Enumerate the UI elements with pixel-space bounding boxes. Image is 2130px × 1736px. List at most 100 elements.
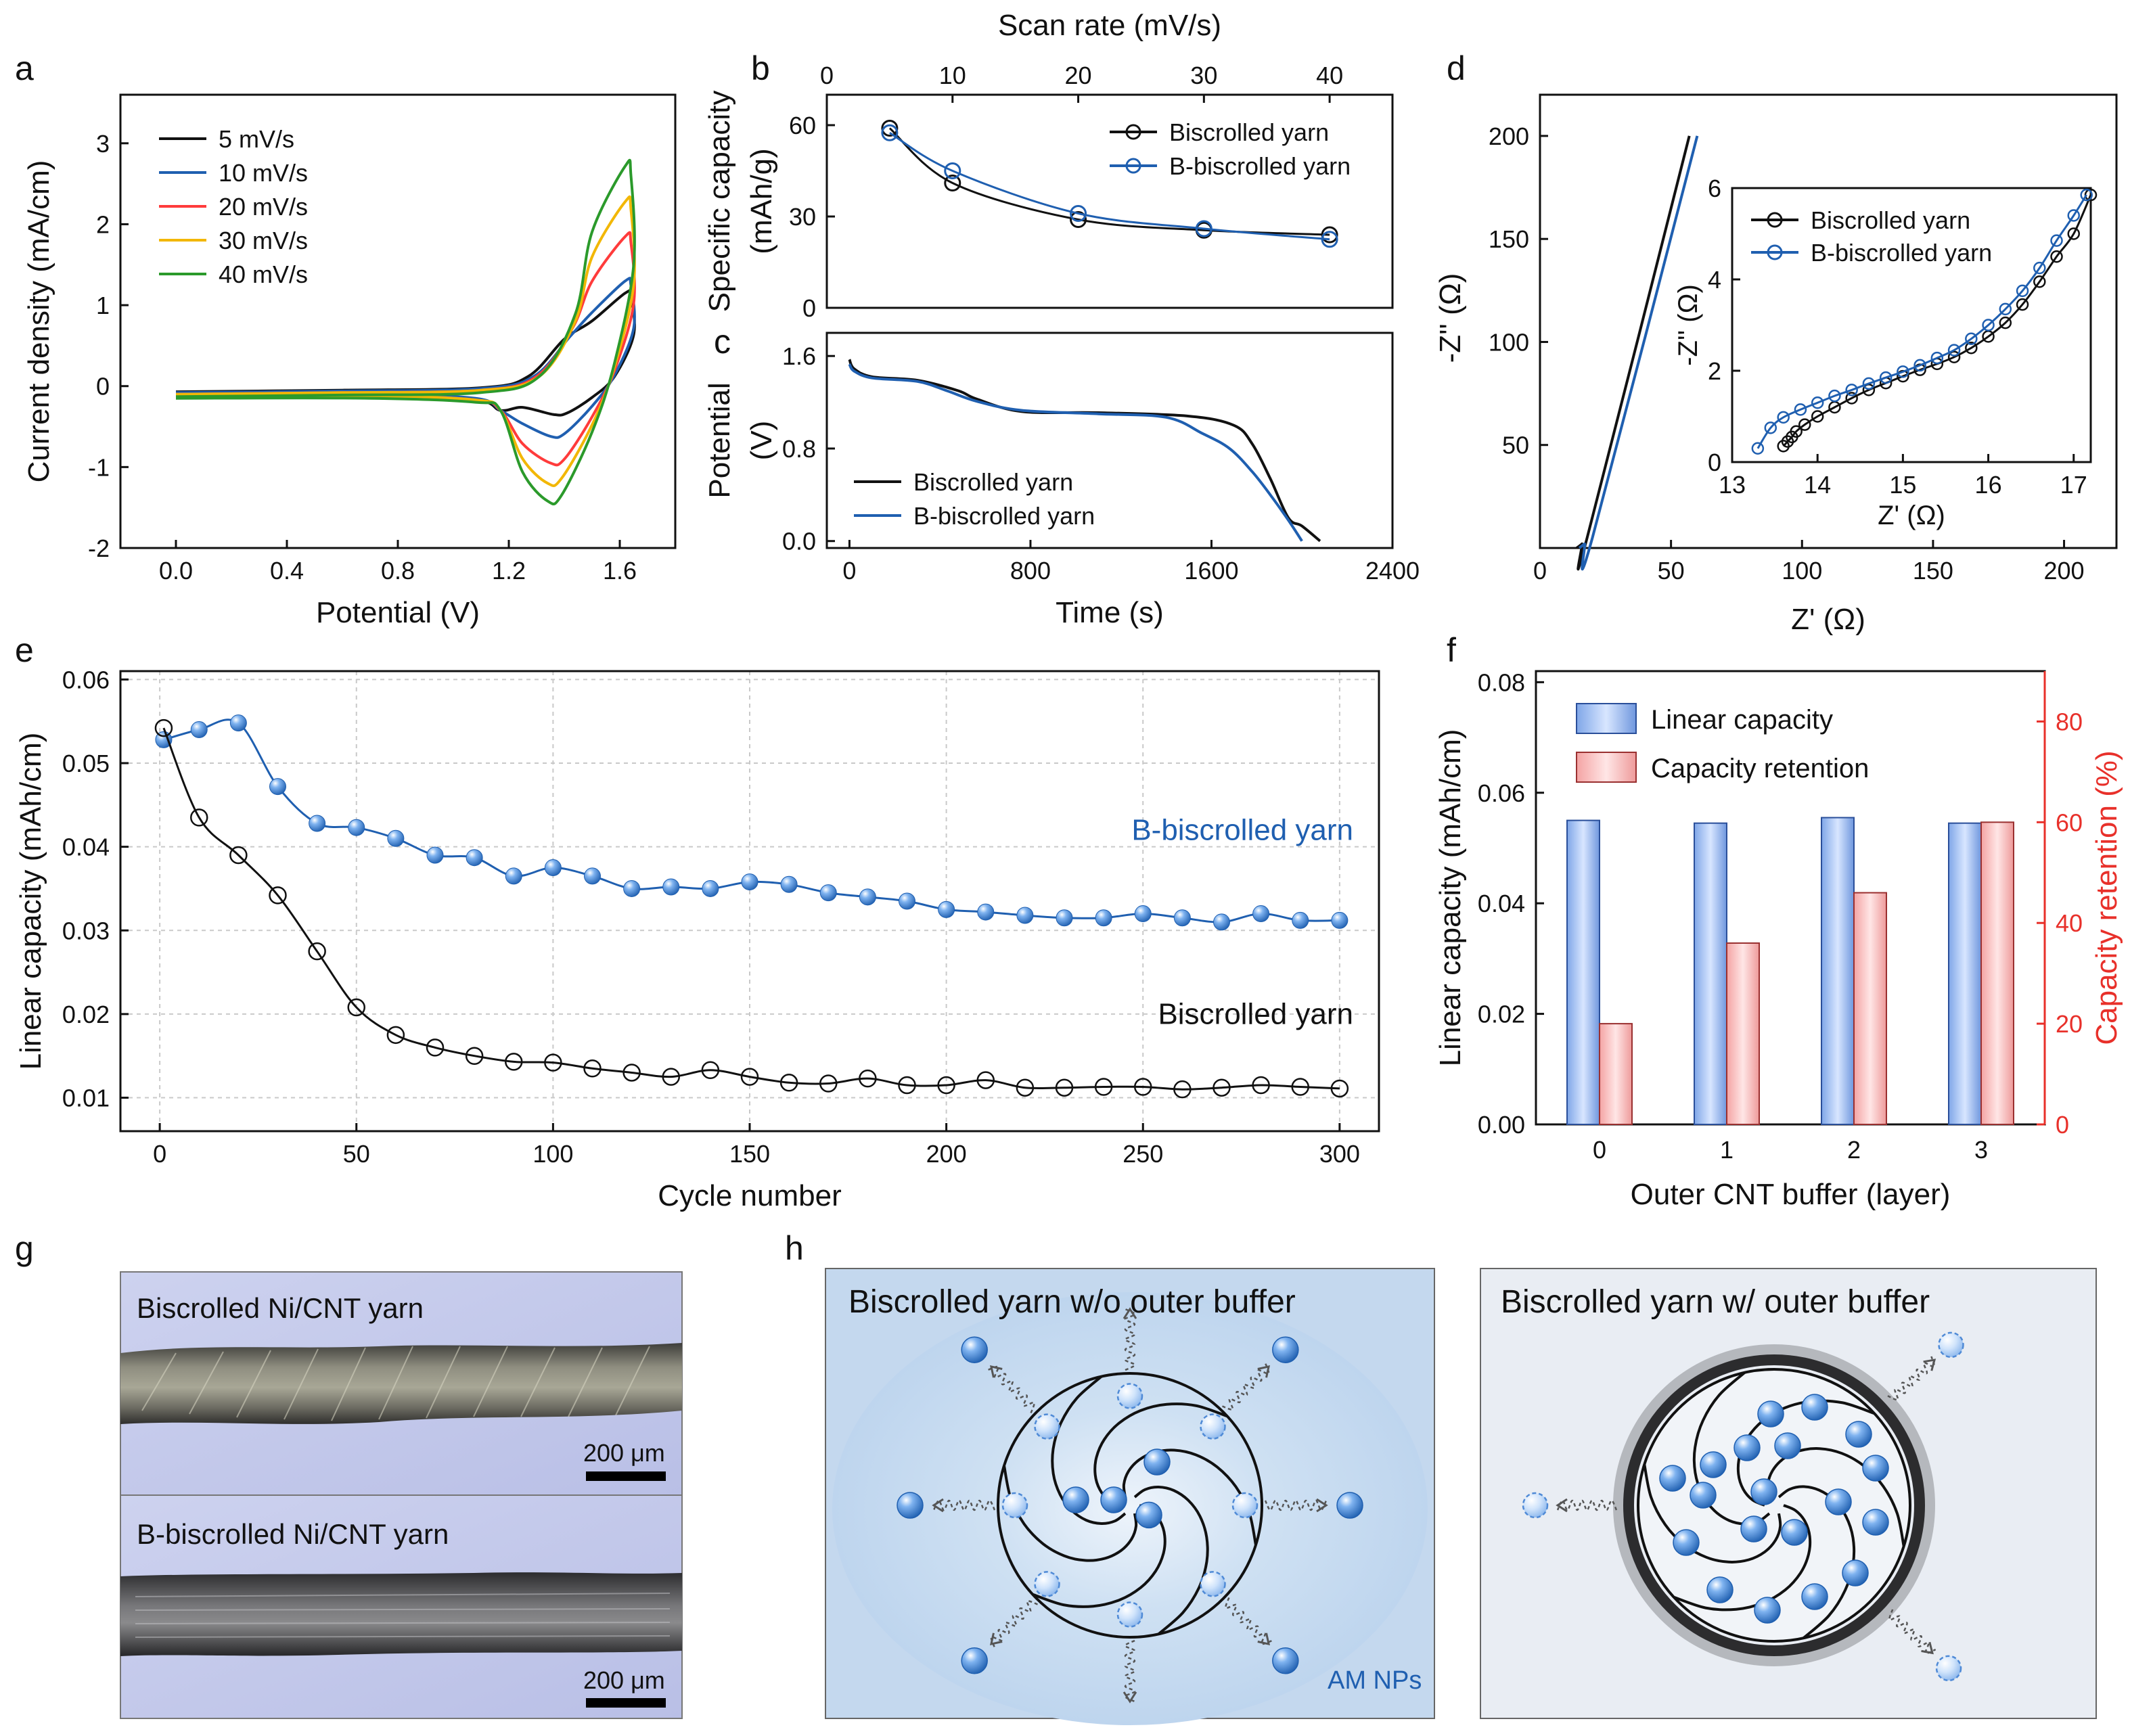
chart-f-ytick-label: 0.06 bbox=[1478, 779, 1525, 807]
yarn-cross-section-right bbox=[1522, 1331, 1964, 1682]
left-spiral-arm bbox=[1093, 1402, 1228, 1507]
chart-e-series-1-point bbox=[1016, 1078, 1035, 1097]
chart-f-right-ytick-label: 80 bbox=[2056, 708, 2083, 735]
chart-d-ytick-label: 200 bbox=[1489, 122, 1529, 150]
chart-e-series-1-point bbox=[190, 808, 208, 827]
chart-d-ytick-label: 100 bbox=[1489, 328, 1529, 356]
chart-e-xtick-label: 250 bbox=[1123, 1140, 1163, 1168]
scale-bottom-label: 200 μm bbox=[583, 1666, 665, 1694]
chart-d-inset-xtick-label: 17 bbox=[2060, 471, 2087, 499]
chart-e-series-0-point bbox=[1292, 911, 1309, 929]
chart-d-inset-series-1-point bbox=[1897, 365, 1909, 378]
chart-d-inset-ytick-label: 4 bbox=[1708, 266, 1721, 294]
chart-e-series-1-point bbox=[662, 1068, 680, 1086]
chart-b-series-1-point bbox=[1321, 231, 1338, 248]
right-np bbox=[1700, 1451, 1727, 1478]
chart-e-ytick-label: 0.02 bbox=[62, 1001, 110, 1028]
chart-e-xtick-label: 50 bbox=[343, 1140, 370, 1168]
chart-d-inset-xtick-label: 14 bbox=[1804, 471, 1831, 499]
chart-d-inset-series-1-point bbox=[1862, 377, 1876, 390]
chart-a-ytick-label: 0 bbox=[96, 373, 110, 401]
right-np-released bbox=[1935, 1655, 1962, 1682]
chart-d-inset-legend-1-marker bbox=[1767, 244, 1783, 260]
left-escape-path bbox=[1225, 1597, 1273, 1645]
chart-e-series-0-point bbox=[544, 859, 562, 877]
chart-d-inset-series-1-point bbox=[2067, 209, 2081, 222]
chart-d-inset-series-1-point bbox=[2033, 261, 2046, 275]
chart-a-legend-4-label: 40 mV/s bbox=[219, 260, 308, 288]
chart-f-xlabel: Outer CNT buffer (layer) bbox=[1631, 1178, 1951, 1211]
chart-d-inset-series-1-point bbox=[1794, 403, 1807, 416]
chart-d-inset-series-1-point bbox=[1999, 302, 2012, 316]
chart-d-inset-series-1-point bbox=[1751, 442, 1765, 455]
chart-d-inset-legend-0-marker bbox=[1767, 212, 1783, 228]
chart-e-series-1-point bbox=[1134, 1078, 1152, 1096]
schematic-right-box bbox=[1480, 1268, 2097, 1719]
chart-e-series-0-point bbox=[1095, 909, 1112, 927]
schematic-left-glow bbox=[832, 1292, 1428, 1725]
chart-d-series-0 bbox=[1575, 135, 1691, 571]
yarn-top bbox=[120, 1343, 682, 1424]
left-escape-path bbox=[1124, 1639, 1136, 1703]
chart-e-series-1-point bbox=[1094, 1078, 1113, 1096]
chart-d-frame bbox=[1539, 93, 2118, 549]
right-np bbox=[1734, 1434, 1761, 1461]
chart-f-right-ytick-label: 20 bbox=[2056, 1010, 2083, 1038]
yarn-bottom-texture bbox=[135, 1593, 671, 1638]
right-escape-path bbox=[1888, 1609, 1936, 1655]
chart-d-inset-series-1-point bbox=[1930, 351, 1944, 365]
g-bottom-label: B-biscrolled Ni/CNT yarn bbox=[137, 1518, 449, 1550]
panel-label-a: a bbox=[15, 49, 34, 87]
yarn-cross-section-left bbox=[897, 1307, 1363, 1704]
chart-f-ytick-label: 0.00 bbox=[1478, 1111, 1525, 1139]
chart-c-legend-1-label: B-biscrolled yarn bbox=[913, 502, 1095, 530]
chart-d-inset-ylabel: -Z'' (Ω) bbox=[1673, 284, 1703, 366]
chart-f-bar-linear-1 bbox=[1694, 822, 1727, 1125]
chart-a-xlabel: Potential (V) bbox=[316, 596, 480, 629]
chart-e-series-0-point bbox=[702, 880, 719, 897]
chart-e-xtick-label: 200 bbox=[926, 1140, 967, 1168]
schematic-left-title: Biscrolled yarn w/o outer buffer bbox=[848, 1284, 1296, 1320]
chart-f-right-ytick-label: 40 bbox=[2056, 909, 2083, 937]
left-escape-arrow bbox=[1123, 1691, 1137, 1704]
chart-c-frame bbox=[825, 332, 1394, 549]
chart-d-inset-series-1-point bbox=[1913, 359, 1926, 372]
chart-e-series-1-point bbox=[701, 1061, 720, 1079]
chart-f-bar-linear-0 bbox=[1566, 819, 1600, 1125]
chart-e-series-0-point bbox=[623, 880, 641, 897]
right-np bbox=[1659, 1465, 1686, 1492]
chart-a-xtick-label: 0.0 bbox=[159, 557, 193, 585]
chart-a-cv: 0.0 0.4 0.8 1.2 1.6 -2 -1 0 1 2 3 Potential (V) Curr… bbox=[22, 93, 677, 629]
chart-c-legend-0-label: Biscrolled yarn bbox=[913, 468, 1073, 496]
chart-d-inset-series-1-point bbox=[1965, 332, 1978, 345]
right-np bbox=[1690, 1482, 1717, 1509]
chart-d-inset-series-0-point bbox=[2067, 227, 2081, 240]
right-escape-arrow bbox=[1923, 1358, 1936, 1371]
chart-e-series-0-point bbox=[741, 873, 758, 891]
chart-d-inset-series-1-point bbox=[1982, 319, 1995, 332]
chart-e-xtick-label: 300 bbox=[1319, 1140, 1360, 1168]
chart-a-xtick-label: 1.2 bbox=[492, 557, 526, 585]
chart-b-series-0-point bbox=[881, 120, 899, 137]
chart-e-series-0-point bbox=[859, 888, 876, 906]
right-escape-arrow bbox=[1921, 1641, 1934, 1655]
chart-b-series-0-point bbox=[1321, 226, 1338, 244]
left-escape-path bbox=[1124, 1308, 1136, 1371]
chart-e-series-0-point bbox=[348, 819, 365, 836]
left-np bbox=[1100, 1486, 1127, 1513]
chart-e-series-1-point bbox=[154, 718, 173, 737]
right-np bbox=[1750, 1478, 1777, 1505]
chart-d-ylabel: -Z'' (Ω) bbox=[1434, 273, 1467, 363]
chart-d-inset-series-1-point bbox=[1947, 344, 1961, 357]
chart-f-bar-linear-3 bbox=[1948, 822, 1982, 1125]
chart-f-legend-1-label: Capacity retention bbox=[1651, 754, 1869, 783]
right-spiral-arm bbox=[1643, 1464, 1782, 1563]
chart-e-series-0-point bbox=[1213, 913, 1230, 931]
right-np bbox=[1801, 1394, 1828, 1421]
chart-e-series-0-point bbox=[426, 846, 444, 864]
chart-d-inset-series-1-point bbox=[1777, 411, 1790, 424]
chart-f-xtick-label: 2 bbox=[1847, 1136, 1861, 1164]
chart-e-cycling: 0 50 100 150 200 250 300 0.01 0.02 0.03 0.04 0.05 0.… bbox=[14, 666, 1380, 1212]
chart-c-ylabel-l2: (V) bbox=[745, 421, 778, 461]
